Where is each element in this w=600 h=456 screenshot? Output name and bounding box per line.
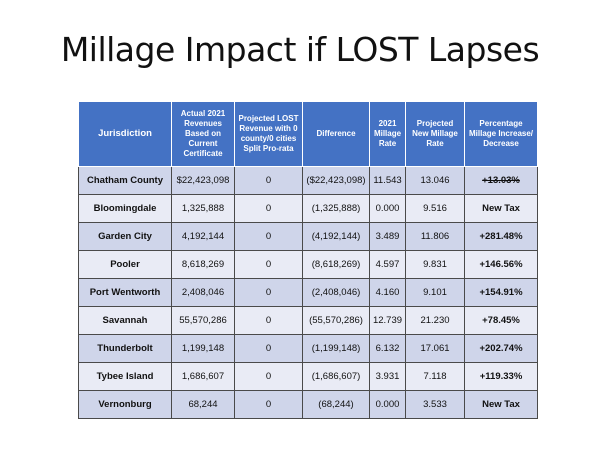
percent-change-cell: +154.91% xyxy=(464,278,538,307)
projected-millage-cell: 21.230 xyxy=(405,306,465,335)
difference-cell: ($22,423,098) xyxy=(302,166,370,195)
header-jurisdiction: Jurisdiction xyxy=(78,101,172,167)
millage-2021-cell: 6.132 xyxy=(369,334,406,363)
millage-2021-cell: 0.000 xyxy=(369,194,406,223)
header-2021-millage-rate: 2021 Millage Rate xyxy=(369,101,406,167)
table-row: Port Wentworth 2,408,046 0 (2,408,046) 4… xyxy=(78,278,538,307)
percent-change-cell: +146.56% xyxy=(464,250,538,279)
projected-millage-cell: 7.118 xyxy=(405,362,465,391)
difference-cell: (1,686,607) xyxy=(302,362,370,391)
table-row: Chatham County $22,423,098 0 ($22,423,09… xyxy=(78,166,538,195)
percent-change-cell: +281.48% xyxy=(464,222,538,251)
percent-change-cell: +13.03% xyxy=(464,166,538,195)
header-percentage-change: Percentage Millage Increase/ Decrease xyxy=(464,101,538,167)
actual-revenue-cell: 1,325,888 xyxy=(171,194,235,223)
projected-revenue-cell: 0 xyxy=(234,278,303,307)
actual-revenue-cell: 8,618,269 xyxy=(171,250,235,279)
header-actual-revenues: Actual 2021 Revenues Based on Current Ce… xyxy=(171,101,235,167)
projected-revenue-cell: 0 xyxy=(234,222,303,251)
header-row: Jurisdiction Actual 2021 Revenues Based … xyxy=(78,101,538,167)
difference-cell: (1,199,148) xyxy=(302,334,370,363)
jurisdiction-cell: Vernonburg xyxy=(78,390,172,419)
jurisdiction-cell: Garden City xyxy=(78,222,172,251)
difference-cell: (1,325,888) xyxy=(302,194,370,223)
percent-change-cell: +78.45% xyxy=(464,306,538,335)
difference-cell: (2,408,046) xyxy=(302,278,370,307)
projected-revenue-cell: 0 xyxy=(234,362,303,391)
percent-change-cell: New Tax xyxy=(464,390,538,419)
projected-revenue-cell: 0 xyxy=(234,250,303,279)
table-row: Savannah 55,570,286 0 (55,570,286) 12.73… xyxy=(78,306,538,335)
projected-revenue-cell: 0 xyxy=(234,166,303,195)
percent-change-cell: +119.33% xyxy=(464,362,538,391)
actual-revenue-cell: 68,244 xyxy=(171,390,235,419)
header-difference: Difference xyxy=(302,101,370,167)
millage-2021-cell: 3.931 xyxy=(369,362,406,391)
projected-millage-cell: 9.516 xyxy=(405,194,465,223)
projected-millage-cell: 3.533 xyxy=(405,390,465,419)
actual-revenue-cell: $22,423,098 xyxy=(171,166,235,195)
header-projected-millage-rate: Projected New Millage Rate xyxy=(405,101,465,167)
jurisdiction-cell: Savannah xyxy=(78,306,172,335)
projected-millage-cell: 9.101 xyxy=(405,278,465,307)
jurisdiction-cell: Tybee Island xyxy=(78,362,172,391)
difference-cell: (55,570,286) xyxy=(302,306,370,335)
table-row: Pooler 8,618,269 0 (8,618,269) 4.597 9.8… xyxy=(78,250,538,279)
percent-change-text: +13.03% xyxy=(482,175,520,186)
millage-2021-cell: 4.597 xyxy=(369,250,406,279)
actual-revenue-cell: 1,686,607 xyxy=(171,362,235,391)
millage-2021-cell: 11.543 xyxy=(369,166,406,195)
table-row: Garden City 4,192,144 0 (4,192,144) 3.48… xyxy=(78,222,538,251)
jurisdiction-cell: Thunderbolt xyxy=(78,334,172,363)
actual-revenue-cell: 2,408,046 xyxy=(171,278,235,307)
jurisdiction-cell: Chatham County xyxy=(78,166,172,195)
millage-2021-cell: 12.739 xyxy=(369,306,406,335)
projected-millage-cell: 13.046 xyxy=(405,166,465,195)
millage-table: Jurisdiction Actual 2021 Revenues Based … xyxy=(78,101,538,419)
actual-revenue-cell: 55,570,286 xyxy=(171,306,235,335)
millage-2021-cell: 4.160 xyxy=(369,278,406,307)
jurisdiction-cell: Pooler xyxy=(78,250,172,279)
difference-cell: (68,244) xyxy=(302,390,370,419)
table-row: Tybee Island 1,686,607 0 (1,686,607) 3.9… xyxy=(78,362,538,391)
slide-title: Millage Impact if LOST Lapses xyxy=(60,30,540,69)
difference-cell: (4,192,144) xyxy=(302,222,370,251)
millage-2021-cell: 3.489 xyxy=(369,222,406,251)
jurisdiction-cell: Bloomingdale xyxy=(78,194,172,223)
projected-revenue-cell: 0 xyxy=(234,194,303,223)
projected-revenue-cell: 0 xyxy=(234,306,303,335)
actual-revenue-cell: 1,199,148 xyxy=(171,334,235,363)
difference-cell: (8,618,269) xyxy=(302,250,370,279)
jurisdiction-cell: Port Wentworth xyxy=(78,278,172,307)
percent-change-cell: New Tax xyxy=(464,194,538,223)
projected-revenue-cell: 0 xyxy=(234,390,303,419)
header-projected-lost-revenue: Projected LOST Revenue with 0 county/0 c… xyxy=(234,101,303,167)
table-row: Thunderbolt 1,199,148 0 (1,199,148) 6.13… xyxy=(78,334,538,363)
projected-millage-cell: 17.061 xyxy=(405,334,465,363)
millage-2021-cell: 0.000 xyxy=(369,390,406,419)
projected-millage-cell: 9.831 xyxy=(405,250,465,279)
projected-revenue-cell: 0 xyxy=(234,334,303,363)
projected-millage-cell: 11.806 xyxy=(405,222,465,251)
table-row: Bloomingdale 1,325,888 0 (1,325,888) 0.0… xyxy=(78,194,538,223)
percent-change-cell: +202.74% xyxy=(464,334,538,363)
actual-revenue-cell: 4,192,144 xyxy=(171,222,235,251)
table-row: Vernonburg 68,244 0 (68,244) 0.000 3.533… xyxy=(78,390,538,419)
